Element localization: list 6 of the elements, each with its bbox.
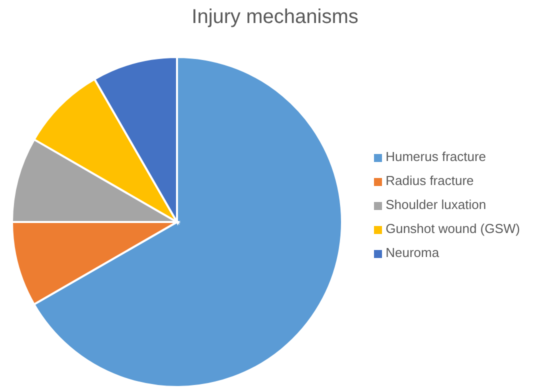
chart-title: Injury mechanisms: [190, 6, 360, 29]
legend-label: Shoulder luxation: [386, 197, 486, 212]
legend-label: Gunshot wound (GSW): [386, 221, 520, 236]
legend-label: Radius fracture: [386, 173, 474, 188]
legend-label: Neuroma: [386, 245, 440, 260]
legend-label: Humerus fracture: [386, 149, 486, 164]
